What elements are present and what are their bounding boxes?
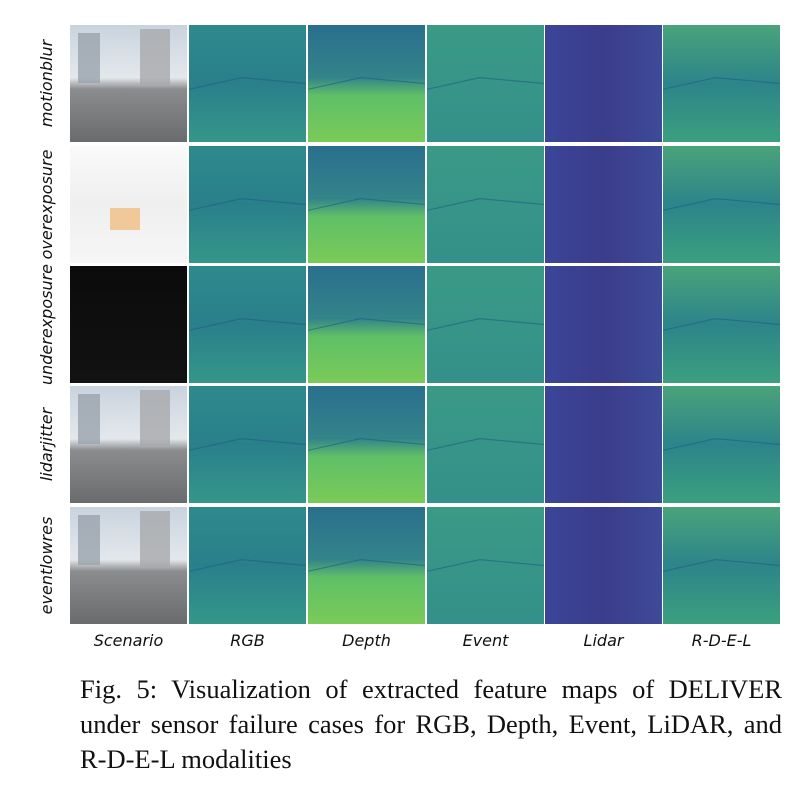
building — [140, 511, 170, 567]
texture — [307, 77, 426, 90]
texture — [307, 198, 426, 211]
image-cell — [308, 386, 425, 503]
column-label: Scenario — [94, 631, 164, 650]
texture — [188, 318, 307, 331]
column-label: R-D-E-L — [692, 631, 752, 650]
texture — [188, 438, 307, 451]
image-cell — [189, 25, 306, 142]
image-cell — [545, 386, 662, 503]
texture — [662, 198, 781, 211]
image-cell — [308, 507, 425, 624]
texture — [307, 438, 426, 451]
texture — [307, 559, 426, 572]
texture — [426, 77, 545, 90]
texture — [188, 559, 307, 572]
image-cell — [545, 266, 662, 383]
image-cell — [308, 266, 425, 383]
image-cell — [545, 507, 662, 624]
texture — [426, 318, 545, 331]
texture — [662, 77, 781, 90]
column-label: Lidar — [584, 631, 625, 650]
texture — [188, 198, 307, 211]
building — [78, 394, 100, 444]
texture — [662, 559, 781, 572]
image-cell — [70, 266, 187, 383]
image-cell — [427, 386, 544, 503]
image-cell — [663, 146, 780, 263]
texture — [426, 198, 545, 211]
image-cell — [545, 25, 662, 142]
image-cell — [427, 25, 544, 142]
image-cell — [427, 266, 544, 383]
image-cell — [663, 25, 780, 142]
image-cell — [663, 507, 780, 624]
column-label: RGB — [230, 631, 265, 650]
image-cell — [308, 146, 425, 263]
building — [78, 33, 100, 83]
image-cell — [308, 25, 425, 142]
image-cell — [189, 507, 306, 624]
texture — [188, 77, 307, 90]
image-cell — [189, 146, 306, 263]
row-label: overexposure — [37, 149, 56, 259]
image-cell — [663, 386, 780, 503]
building — [78, 515, 100, 565]
image-cell — [189, 266, 306, 383]
row-label: underexposure — [37, 264, 56, 385]
figure: motionblur overexposure underexposure lidar… — [37, 25, 781, 650]
texture — [426, 559, 545, 572]
object — [110, 208, 140, 230]
column-label: Depth — [342, 631, 391, 650]
building — [140, 29, 170, 85]
texture — [662, 318, 781, 331]
caption: Fig. 5: Visualization of extracted featu… — [80, 674, 782, 774]
image-cell — [189, 386, 306, 503]
image-cell — [663, 266, 780, 383]
texture — [307, 318, 426, 331]
image-grid — [70, 25, 781, 624]
building — [140, 390, 170, 446]
image-cell — [545, 146, 662, 263]
column-label: Event — [463, 631, 510, 650]
image-cell — [70, 146, 187, 263]
row-label: eventlowres — [37, 517, 56, 615]
row-label: motionblur — [37, 38, 56, 127]
image-cell — [427, 146, 544, 263]
row-label: lidarjitter — [37, 406, 56, 481]
image-cell — [427, 507, 544, 624]
texture — [662, 438, 781, 451]
texture — [426, 438, 545, 451]
